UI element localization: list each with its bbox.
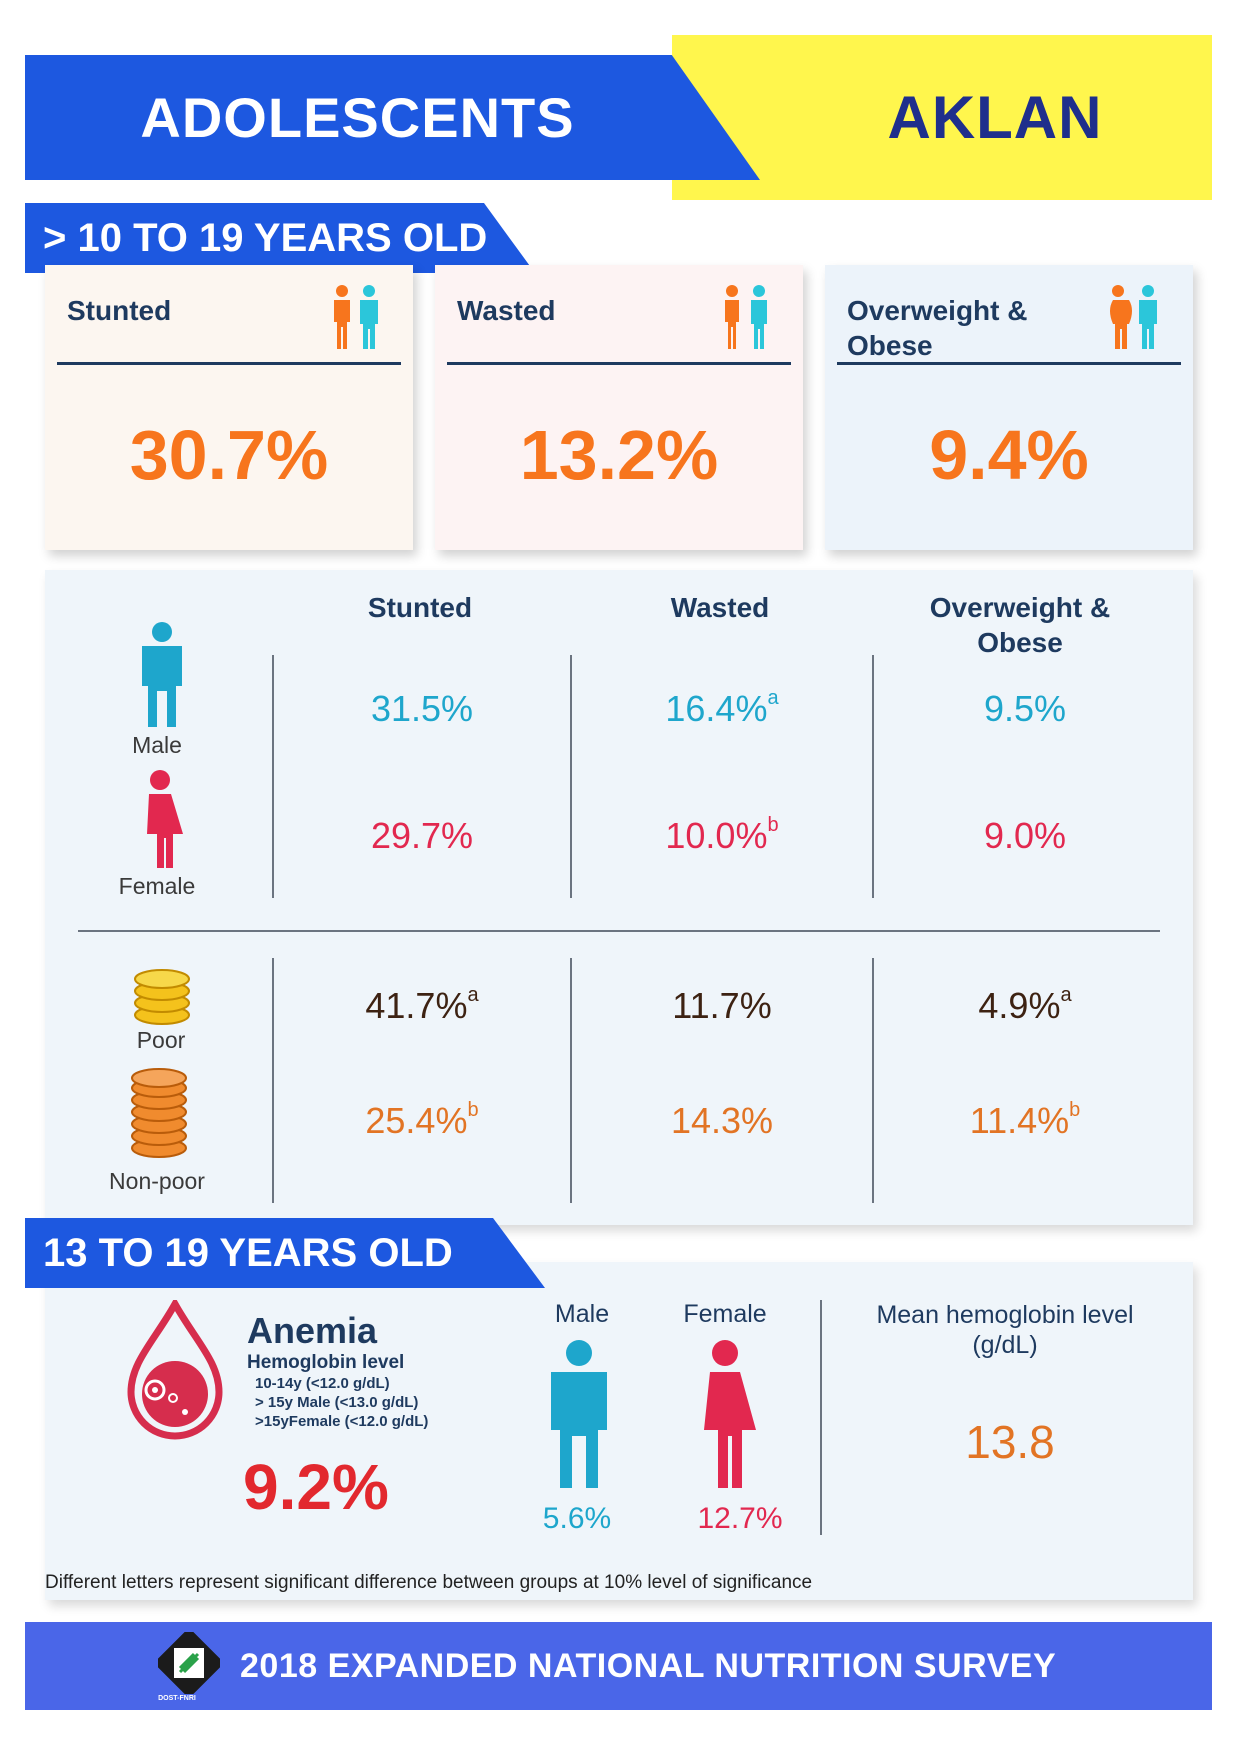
anemia-female-value: 12.7% (697, 1502, 783, 1535)
card-divider (837, 362, 1181, 365)
female-icon (692, 1340, 758, 1493)
blood-drop-icon (125, 1296, 225, 1445)
table-cell: 41.7%a (365, 984, 479, 1026)
region-title: AKLAN (887, 84, 1103, 151)
card-label: Stunted (67, 295, 172, 326)
boy-girl-icon (325, 283, 385, 358)
stunted-summary-card: Stunted 30.7% (45, 265, 413, 550)
wasted-summary-card: Wasted 13.2% (435, 265, 803, 550)
table-cell: 9.0% (983, 815, 1067, 856)
male-icon (137, 622, 187, 732)
overweight-summary-card: Overweight & Obese 9.4% (825, 265, 1193, 550)
column-divider (272, 958, 274, 1203)
male-icon (547, 1340, 611, 1493)
anemia-criterion: >15yFemale (<12.0 g/dL) (255, 1413, 429, 1430)
page-title: ADOLESCENTS (140, 86, 575, 149)
row-label-female: Female (118, 873, 196, 899)
section-divider (820, 1300, 822, 1535)
overweight-value: 9.4% (929, 416, 1089, 494)
header-yellow-banner (672, 35, 1212, 200)
small-coin-stack-icon (132, 965, 192, 1032)
anemia-male-value: 5.6% (542, 1502, 612, 1535)
table-cell: 14.3% (670, 1100, 774, 1141)
column-header-overweight: Overweight & Obese (929, 592, 1111, 658)
table-cell: 11.7% (672, 985, 772, 1026)
row-label-male: Male (132, 732, 182, 758)
stunted-value: 30.7% (129, 416, 329, 494)
age-group-banner-13-19: 13 TO 19 YEARS OLD (25, 1218, 545, 1288)
table-cell: 31.5% (370, 688, 474, 729)
anemia-title: Anemia (247, 1310, 378, 1351)
mean-hemoglobin-label: Mean hemoglobin level (g/dL) (876, 1301, 1134, 1359)
table-cell: 29.7% (370, 815, 474, 856)
table-cell: 10.0%b (665, 814, 779, 856)
footer-title: 2018 EXPANDED NATIONAL NUTRITION SURVEY (240, 1646, 1057, 1685)
column-divider (570, 655, 572, 898)
wasted-value: 13.2% (519, 416, 719, 494)
table-cell: 16.4%a (665, 687, 779, 729)
column-divider (872, 958, 874, 1203)
dost-fnri-logo-icon (156, 1630, 222, 1699)
card-divider (57, 362, 401, 365)
card-label: Overweight & Obese (847, 295, 1028, 361)
column-divider (272, 655, 274, 898)
anemia-male-label: Male (554, 1300, 610, 1328)
column-divider (872, 655, 874, 898)
column-header-stunted: Stunted (367, 592, 473, 623)
mean-hemoglobin-value: 13.8 (965, 1416, 1055, 1468)
column-header-wasted: Wasted (670, 592, 770, 623)
table-cell: 9.5% (983, 688, 1067, 729)
header-blue-banner (25, 55, 760, 180)
anemia-criterion: > 15y Male (<13.0 g/dL) (255, 1394, 419, 1411)
boy-girl-obese-icon (1101, 283, 1165, 358)
column-divider (570, 958, 572, 1203)
table-cell: 11.4%b (969, 1099, 1081, 1141)
logo-text: DOST-FNRI (158, 1695, 196, 1702)
anemia-panel (45, 1262, 1193, 1600)
table-cell: 4.9%a (978, 984, 1072, 1026)
large-coin-stack-icon (128, 1068, 190, 1165)
boy-girl-thin-icon (715, 283, 775, 358)
age-group-banner-10-19: > 10 TO 19 YEARS OLD (25, 203, 535, 273)
anemia-criterion: 10-14y (<12.0 g/dL) (255, 1375, 390, 1392)
anemia-subtitle: Hemoglobin level (247, 1352, 405, 1373)
card-label: Wasted (457, 295, 556, 326)
card-divider (447, 362, 791, 365)
anemia-female-label: Female (683, 1300, 767, 1328)
row-label-poor: Poor (136, 1027, 186, 1053)
table-cell: 25.4%b (365, 1099, 479, 1141)
breakdown-panel (45, 570, 1193, 1225)
footer-bar (25, 1622, 1212, 1710)
footnote: Different letters represent significant … (45, 1572, 813, 1593)
anemia-value: 9.2% (243, 1451, 389, 1523)
female-icon (135, 770, 185, 875)
row-label-non-poor: Non-poor (109, 1168, 205, 1194)
row-group-divider (78, 930, 1160, 932)
